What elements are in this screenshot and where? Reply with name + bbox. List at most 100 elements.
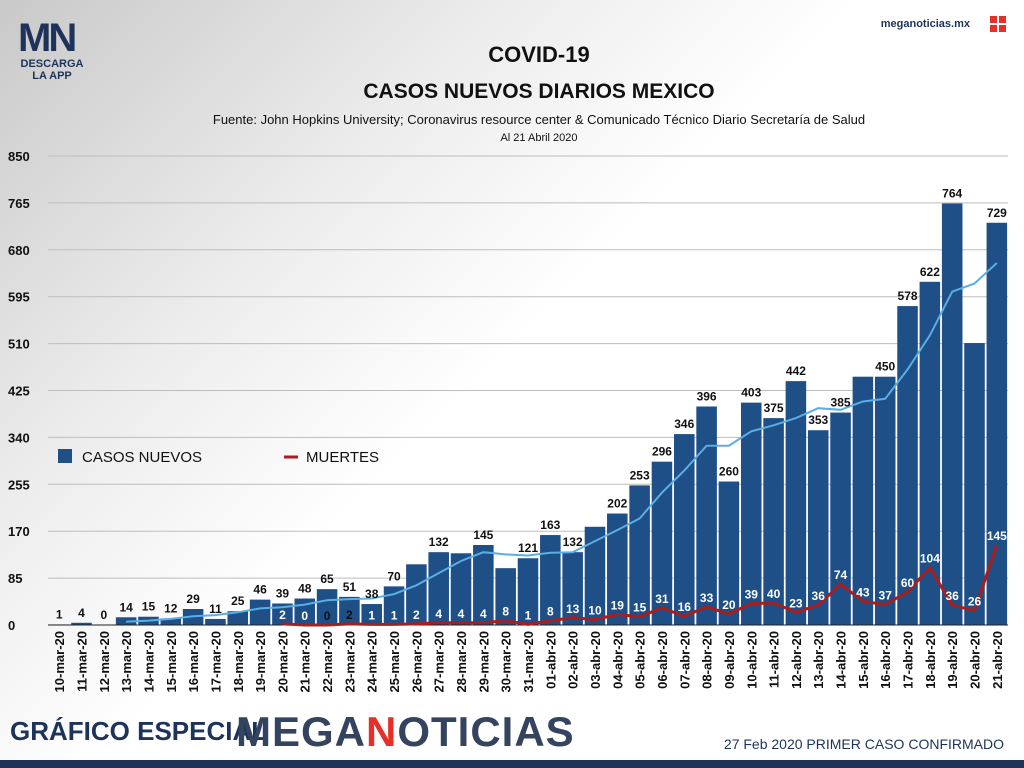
death-data-label: 4: [458, 607, 465, 621]
death-data-label: 74: [834, 568, 848, 582]
x-tick-label: 11-abr-20: [767, 631, 782, 688]
y-tick-label: 680: [8, 243, 30, 258]
bar: [495, 568, 516, 625]
death-data-label: 0: [301, 609, 308, 623]
y-tick-label: 85: [8, 571, 22, 586]
death-data-label: 2: [413, 608, 420, 622]
footer-bar: [0, 760, 1024, 768]
x-tick-label: 31-mar-20: [521, 631, 536, 692]
brand-part-1: MEGA: [236, 708, 366, 755]
death-data-label: 8: [547, 605, 554, 619]
x-tick-label: 06-abr-20: [655, 631, 670, 689]
case-data-label: 14: [119, 600, 133, 614]
y-tick-label: 170: [8, 524, 30, 539]
case-data-label: 15: [142, 600, 156, 614]
logo-mark: MN: [18, 16, 77, 60]
x-tick-label: 20-mar-20: [275, 631, 290, 692]
average-line: [126, 262, 998, 623]
case-data-label: 29: [186, 592, 200, 606]
x-tick-label: 17-abr-20: [901, 631, 916, 689]
case-data-label: 450: [875, 360, 895, 374]
death-data-label: 0: [324, 609, 331, 623]
y-tick-label: 340: [8, 430, 30, 445]
bar: [941, 203, 963, 625]
x-tick-label: 04-abr-20: [610, 631, 625, 689]
case-data-label: 132: [429, 535, 449, 549]
brand-part-3: OTICIAS: [397, 708, 575, 755]
x-tick-label: 20-abr-20: [968, 631, 983, 689]
bar: [785, 381, 807, 625]
footer-special-label: GRÁFICO ESPECIAL: [10, 716, 268, 746]
x-tick-label: 18-mar-20: [231, 631, 246, 692]
death-data-label: 1: [391, 608, 398, 622]
meganoticias-logo[interactable]: MN DESCARGA LA APP: [18, 18, 86, 82]
case-data-label: 202: [607, 497, 627, 511]
case-data-label: 764: [942, 186, 962, 200]
case-data-label: 396: [697, 390, 717, 404]
x-tick-label: 15-mar-20: [164, 631, 179, 692]
death-data-label: 33: [700, 591, 714, 605]
y-tick-label: 510: [8, 337, 30, 352]
death-data-label: 104: [920, 552, 940, 566]
case-data-label: 145: [473, 528, 493, 542]
bar: [361, 604, 382, 625]
site-url[interactable]: meganoticias.mx: [880, 18, 970, 30]
y-tick-label: 595: [8, 290, 30, 305]
death-data-label: 20: [722, 598, 736, 612]
case-data-label: 578: [898, 289, 918, 303]
x-tick-label: 10-mar-20: [52, 631, 67, 692]
x-tick-label: 08-abr-20: [700, 631, 715, 689]
y-tick-label: 765: [8, 196, 30, 211]
bar: [540, 535, 561, 625]
death-data-label: 1: [368, 608, 375, 622]
x-tick-label: 12-mar-20: [97, 631, 112, 692]
case-data-label: 0: [100, 608, 107, 622]
x-tick-label: 26-mar-20: [409, 631, 424, 692]
case-data-label: 25: [231, 594, 245, 608]
x-tick-label: 16-mar-20: [186, 631, 201, 692]
x-tick-label: 17-mar-20: [208, 631, 223, 692]
case-data-label: 46: [253, 583, 267, 597]
case-data-label: 403: [741, 386, 761, 400]
x-tick-label: 29-mar-20: [476, 631, 491, 692]
bar: [205, 618, 226, 625]
case-data-label: 353: [808, 413, 828, 427]
death-data-label: 10: [588, 603, 602, 617]
x-tick-label: 03-abr-20: [588, 631, 603, 689]
x-tick-label: 24-mar-20: [365, 631, 380, 692]
bar: [339, 596, 360, 625]
bar: [718, 481, 740, 625]
case-data-label: 12: [164, 601, 178, 615]
bar: [517, 558, 539, 625]
footer-first-case-note: 27 Feb 2020 PRIMER CASO CONFIRMADO: [723, 736, 1004, 752]
case-data-label: 442: [786, 364, 806, 378]
case-data-label: 1: [56, 607, 63, 621]
case-data-label: 51: [343, 580, 357, 594]
x-tick-label: 02-abr-20: [566, 631, 581, 689]
y-tick-label: 255: [8, 477, 30, 492]
case-data-label: 65: [320, 572, 334, 586]
menu-grid-icon[interactable]: [990, 16, 1006, 32]
case-data-label: 163: [540, 518, 560, 532]
bar: [740, 402, 762, 625]
logo-caption-2: LA APP: [32, 70, 72, 82]
death-data-label: 23: [789, 596, 803, 610]
y-tick-label: 850: [8, 149, 30, 164]
x-tick-label: 22-mar-20: [320, 631, 335, 692]
x-tick-label: 16-abr-20: [878, 631, 893, 689]
death-data-label: 19: [611, 599, 625, 613]
x-tick-label: 23-mar-20: [342, 631, 357, 692]
bar: [473, 544, 494, 625]
death-data-label: 4: [435, 607, 442, 621]
bar: [651, 461, 673, 625]
death-data-label: 16: [678, 600, 692, 614]
bar: [852, 376, 874, 625]
case-data-label: 346: [674, 417, 694, 431]
death-data-label: 2: [279, 608, 286, 622]
case-data-label: 511: [965, 328, 985, 342]
death-data-label: 39: [745, 587, 759, 601]
bar: [316, 589, 338, 625]
x-tick-label: 15-abr-20: [856, 631, 871, 689]
bar: [674, 434, 695, 625]
deaths-line: [282, 544, 999, 627]
